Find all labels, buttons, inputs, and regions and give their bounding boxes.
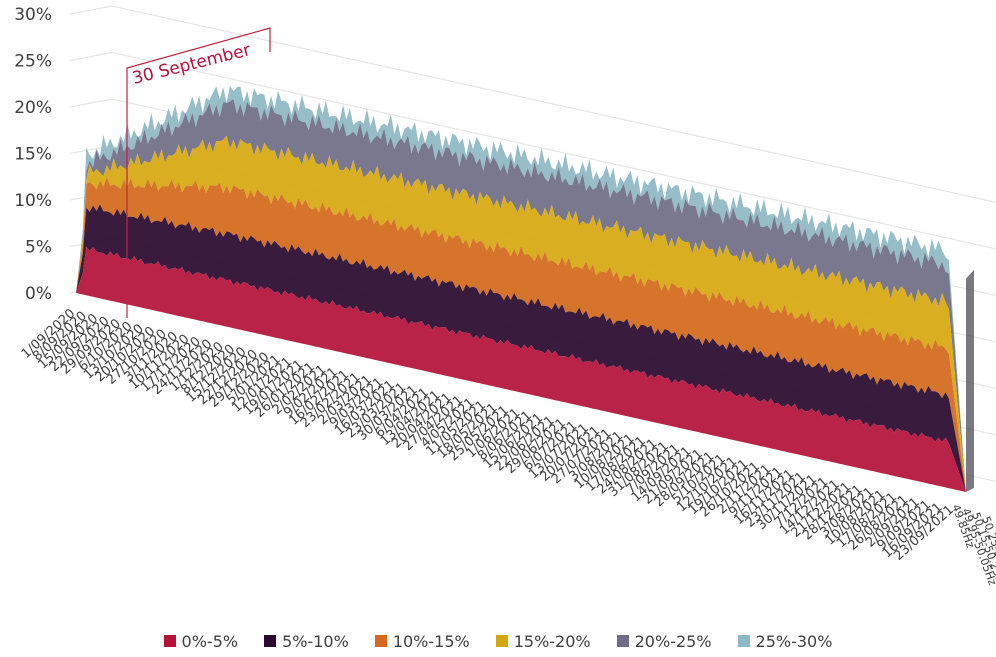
series-band-0pct-5pct <box>76 246 966 492</box>
gridline-25 <box>69 51 996 250</box>
series-band-20pct-25pct <box>76 99 966 492</box>
legend-swatch <box>163 635 176 647</box>
legend-item: 5%-10% <box>264 628 349 654</box>
y-tick-label: 10% <box>14 191 52 211</box>
y-tick-label: 25% <box>14 52 52 72</box>
annotation-bracket <box>126 27 271 318</box>
series-band-15pct-20pct <box>76 135 966 492</box>
legend-label: 20%-25% <box>634 631 712 651</box>
legend-item: 15%-20% <box>495 628 591 654</box>
legend-item: 0%-5% <box>163 628 239 654</box>
gridline-30 <box>69 5 996 203</box>
annotation-text: 30 September <box>130 40 252 89</box>
y-tick-label: 5% <box>25 238 52 258</box>
series-band-25pct-30pct <box>76 85 966 493</box>
legend-item: 20%-25% <box>616 628 712 654</box>
y-axis-ticks: 30% 25% 20% 15% 10% 5% 0% <box>14 5 52 304</box>
y-tick-label: 20% <box>14 98 52 118</box>
legend-swatch <box>495 635 508 647</box>
legend-label: 0%-5% <box>181 631 239 651</box>
chart-right-face <box>966 269 974 492</box>
y-tick-label: 30% <box>14 5 52 25</box>
depth-axis-ticks: 49.85Hz49.95-50.05Hz50.15-50.25Hz50.25-5… <box>949 503 996 596</box>
area-chart-3d: 30% 25% 20% 15% 10% 5% 0% 1/09/20208/09/202015… <box>14 5 996 596</box>
legend-label: 5%-10% <box>282 631 349 651</box>
series-band-5pct-10pct <box>76 204 966 492</box>
legend-swatch <box>264 635 277 647</box>
legend-swatch <box>374 635 387 647</box>
legend-item: 10%-15% <box>374 628 470 654</box>
y-tick-label: 15% <box>14 145 52 165</box>
legend-swatch <box>737 635 750 647</box>
legend-label: 10%-15% <box>392 631 470 651</box>
y-tick-label: 0% <box>25 284 52 304</box>
legend-label: 15%-20% <box>513 631 591 651</box>
legend-swatch <box>616 635 629 647</box>
series-bands <box>76 85 974 493</box>
series-band-10pct-15pct <box>76 177 966 492</box>
x-axis-ticks: 1/09/20208/09/202015/09/202022/09/202029… <box>19 306 957 564</box>
legend-label: 25%-30% <box>755 631 833 651</box>
legend-item: 25%-30% <box>737 628 833 654</box>
legend: 0%-5% 5%-10% 10%-15% 15%-20% 20%-25% 25%-30% <box>0 628 996 654</box>
